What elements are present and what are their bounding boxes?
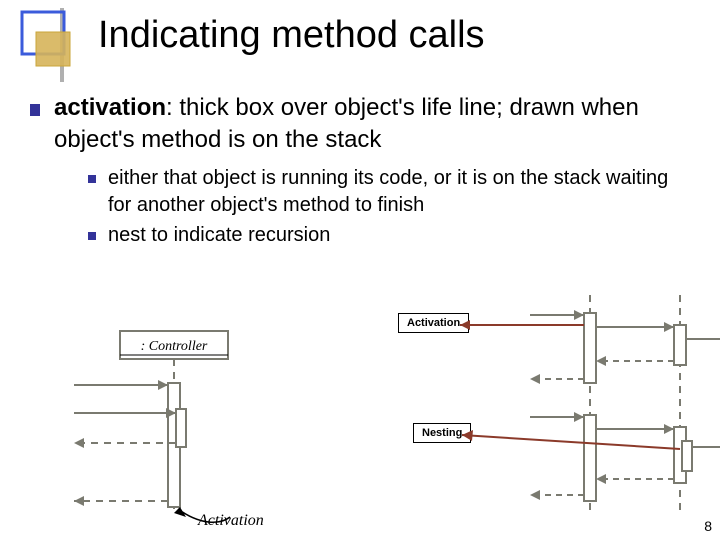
bullet-level2-text: nest to indicate recursion — [108, 222, 330, 248]
bullet-icon — [30, 104, 40, 116]
activation-glyph: Activation — [197, 512, 264, 525]
nesting-arrow-icon — [462, 427, 686, 451]
bullet-icon — [88, 232, 96, 240]
bullet-level2: either that object is running its code, … — [88, 165, 696, 218]
sub-bullets: either that object is running its code, … — [88, 165, 696, 248]
controller-label: : Controller — [141, 339, 208, 354]
slide-title: Indicating method calls — [98, 14, 485, 57]
body-text: activation: thick box over object's life… — [30, 92, 696, 253]
title-deco-icon — [18, 8, 74, 80]
page-number: 8 — [704, 518, 712, 534]
title-block: Indicating method calls — [18, 8, 700, 80]
bullet-level1: activation: thick box over object's life… — [30, 92, 696, 155]
activation-label: Activation — [398, 313, 469, 333]
activation-arrow-icon — [460, 317, 590, 333]
bullet-level2-text: either that object is running its code, … — [108, 165, 696, 218]
term: activation — [54, 94, 166, 121]
bullet-level2: nest to indicate recursion — [88, 222, 696, 248]
bullet-icon — [88, 175, 96, 183]
diagram-area: : Controller Activation — [0, 305, 720, 515]
slide: Indicating method calls activation: thic… — [0, 0, 720, 540]
controller-diagram: : Controller Activation — [60, 325, 270, 525]
bullet-level1-text: activation: thick box over object's life… — [54, 92, 696, 155]
